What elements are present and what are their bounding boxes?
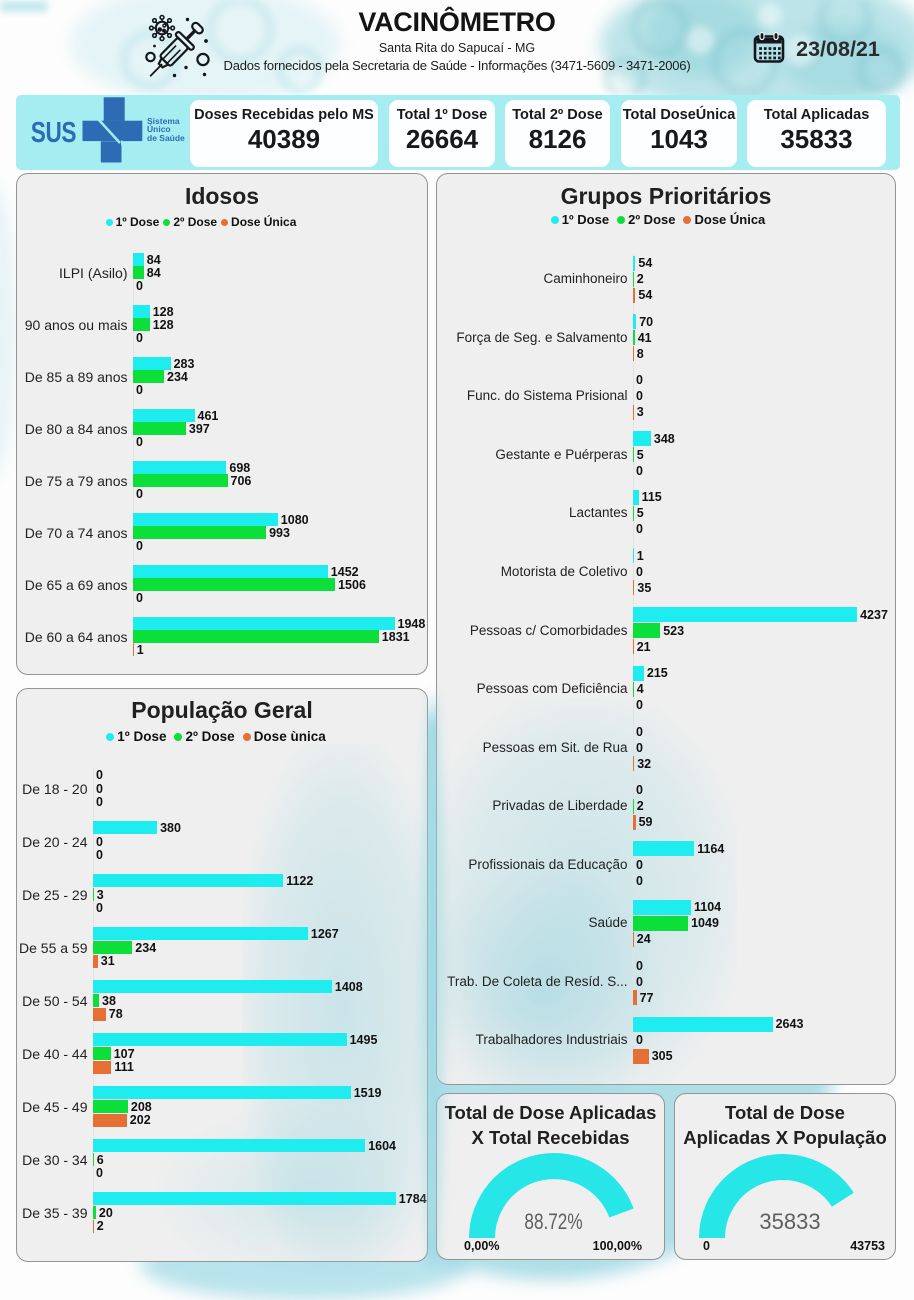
svg-text:SUS: SUS [31,115,76,148]
